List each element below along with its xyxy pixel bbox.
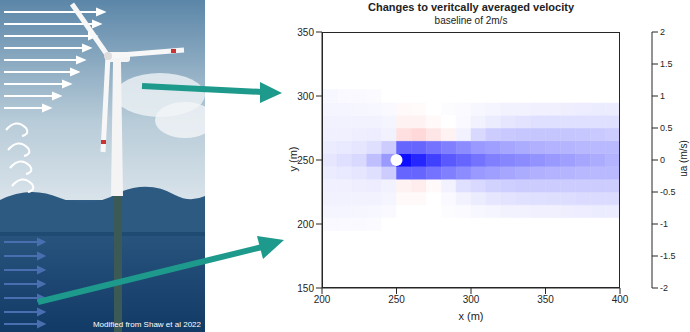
svg-text:Modified from Shaw et al 2022: Modified from Shaw et al 2022 [93,320,202,329]
svg-text:1: 1 [660,91,665,101]
html-text:x (m): x (m) [458,310,484,322]
svg-text:350: 350 [297,27,314,38]
svg-text:250: 250 [297,155,314,166]
svg-text:2: 2 [660,27,665,37]
svg-text:300: 300 [463,294,480,305]
svg-text:250: 250 [388,294,405,305]
svg-text:200: 200 [297,219,314,230]
svg-text:400: 400 [612,294,629,305]
html-text:baseline of 2m/s: baseline of 2m/s [434,15,508,26]
html-text:y (m): y (m) [287,146,299,172]
svg-text:-0.5: -0.5 [660,187,676,197]
svg-text:-2: -2 [660,283,668,293]
svg-text:300: 300 [297,91,314,102]
svg-text:-1: -1 [660,219,668,229]
svg-text:1.5: 1.5 [660,59,673,69]
svg-text:0.5: 0.5 [660,123,673,133]
svg-text:150: 150 [297,283,314,294]
html-text:ua (m/s): ua (m/s) [677,140,689,177]
svg-text:-1.5: -1.5 [660,251,676,261]
svg-text:0: 0 [660,155,665,165]
html-text:Changes to veritcally averaged: Changes to veritcally averaged velocity [368,1,574,13]
svg-text:200: 200 [314,294,331,305]
svg-text:350: 350 [537,294,554,305]
